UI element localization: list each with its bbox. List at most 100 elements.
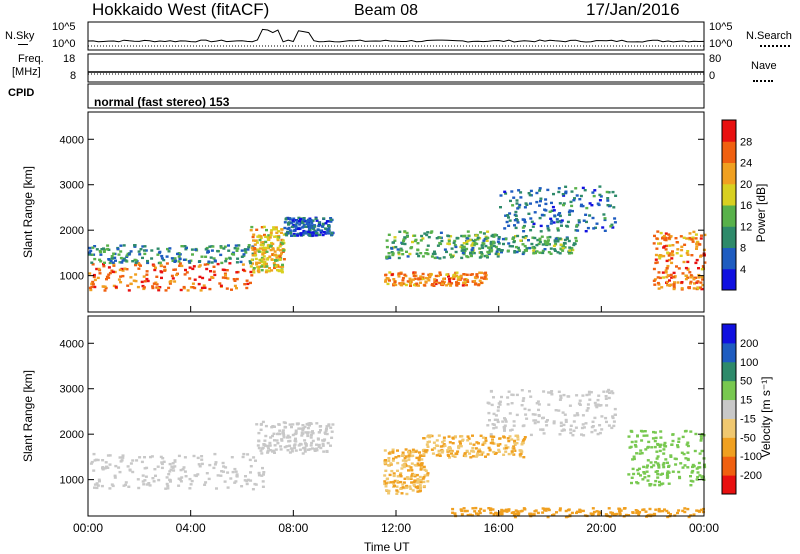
heat-cell <box>111 484 115 488</box>
colorbar-tick-label: 4 <box>740 264 746 276</box>
heat-cell <box>524 235 528 238</box>
heat-cell <box>408 485 412 488</box>
heat-cell <box>523 218 526 222</box>
heat-cell <box>453 239 457 243</box>
heat-cell <box>304 225 308 228</box>
heat-cell <box>234 244 238 247</box>
heat-cell <box>483 272 487 275</box>
heat-cell <box>539 197 543 200</box>
heat-cell <box>631 458 635 461</box>
heat-cell <box>436 244 440 247</box>
heat-cell <box>405 231 409 235</box>
heat-cell <box>523 407 527 411</box>
heat-cell <box>514 214 518 217</box>
heat-cell <box>261 446 265 449</box>
heat-cell <box>387 233 391 236</box>
heat-cell <box>314 217 318 220</box>
heat-cell <box>433 278 437 281</box>
heat-cell <box>309 436 313 439</box>
heat-cell <box>502 453 506 456</box>
heat-cell <box>627 473 631 476</box>
heat-cell <box>663 234 666 238</box>
heat-cell <box>472 240 476 243</box>
heat-cell <box>613 413 617 416</box>
heat-cell <box>510 393 514 396</box>
heat-cell <box>474 276 478 280</box>
heat-cell <box>590 204 594 207</box>
heat-cell <box>91 283 95 286</box>
heat-cell <box>192 454 196 458</box>
heat-cell <box>569 424 573 427</box>
heat-cell <box>386 282 390 286</box>
heat-cell <box>496 443 500 446</box>
heat-cell <box>419 252 423 255</box>
heat-cell <box>552 192 555 196</box>
heat-cell <box>119 256 123 260</box>
heat-cell <box>497 236 501 239</box>
heat-cell <box>143 252 147 256</box>
heat-cell <box>528 514 532 517</box>
heat-cell <box>204 481 208 484</box>
heat-cell <box>168 282 172 285</box>
heat-cell <box>591 512 595 516</box>
heat-cell <box>584 230 588 233</box>
heat-cell <box>689 282 692 285</box>
heat-cell <box>280 268 284 271</box>
heat-cell <box>113 476 117 479</box>
heat-cell <box>656 476 660 479</box>
heat-cell <box>496 409 500 412</box>
heat-cell <box>302 229 306 233</box>
heat-cell <box>178 262 182 265</box>
heat-cell <box>484 274 488 277</box>
heat-cell <box>387 255 391 258</box>
heat-cell <box>657 287 661 290</box>
heat-cell <box>252 268 256 271</box>
heat-cell <box>546 240 550 244</box>
colorbar-segment <box>722 205 736 227</box>
heat-cell <box>683 464 687 467</box>
heat-cell <box>284 232 288 236</box>
heat-cell <box>179 468 183 472</box>
heat-cell <box>399 487 403 490</box>
heat-cell <box>271 253 275 256</box>
heat-cell <box>224 276 228 280</box>
heat-cell <box>604 395 608 398</box>
heat-cell <box>465 283 468 287</box>
heat-cell <box>241 268 245 272</box>
nsky-label: N.Sky <box>5 30 35 42</box>
heat-cell <box>259 235 263 238</box>
heat-cell <box>93 483 97 486</box>
heat-cell <box>682 236 686 239</box>
heat-cell <box>605 420 608 424</box>
heat-cell <box>544 420 548 423</box>
heat-cell <box>416 462 420 465</box>
nsearch-label: N.Search <box>746 30 792 42</box>
heat-cell <box>145 270 149 273</box>
heat-cell <box>650 446 654 449</box>
heat-cell <box>183 470 187 473</box>
heat-cell <box>586 403 590 406</box>
heat-cell <box>565 224 569 228</box>
heat-cell <box>538 216 542 220</box>
heat-cell <box>110 255 114 258</box>
heat-cell <box>191 253 194 256</box>
heat-cell <box>529 229 533 232</box>
heat-cell <box>223 245 227 248</box>
heat-cell <box>595 405 599 409</box>
heat-cell <box>557 190 561 194</box>
heat-cell <box>515 219 519 222</box>
heat-cell <box>119 250 123 253</box>
heat-cell <box>669 273 673 277</box>
heat-cell <box>593 189 597 192</box>
heat-cell <box>155 275 159 278</box>
heat-cell <box>485 254 489 257</box>
heat-cell <box>290 234 293 237</box>
heat-cell <box>178 264 182 267</box>
heat-cell <box>318 425 322 428</box>
heat-cell <box>304 230 308 233</box>
heat-cell <box>193 278 197 281</box>
heat-cell <box>166 247 169 251</box>
heat-cell <box>493 233 497 236</box>
heat-cell <box>493 418 497 421</box>
heat-cell <box>634 445 638 448</box>
